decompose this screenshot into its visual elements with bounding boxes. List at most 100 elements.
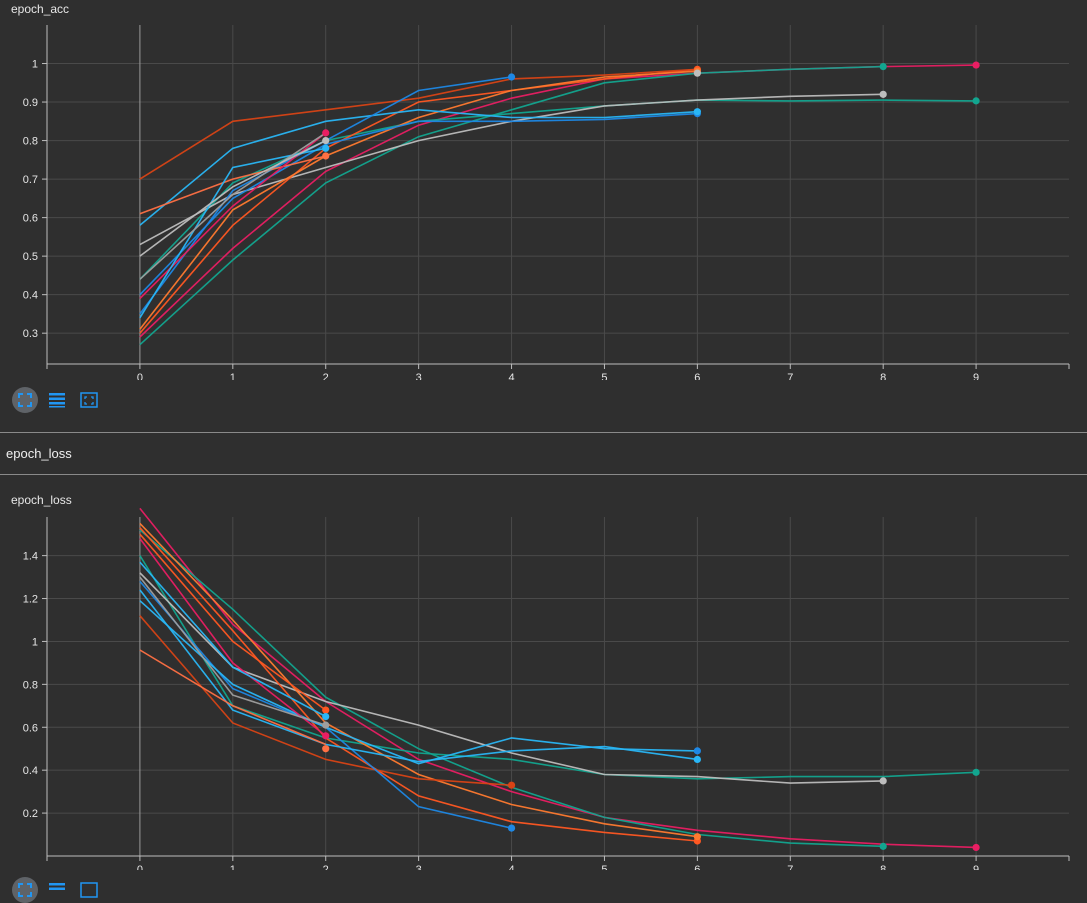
series-line-0 <box>139 507 977 849</box>
series-end-marker-2 <box>972 768 980 776</box>
series-line-7 <box>139 112 698 296</box>
series-line-10 <box>139 155 326 215</box>
x-tick-label: 5 <box>601 864 607 870</box>
x-tick-label: 3 <box>416 864 422 870</box>
y-tick-label: 0.6 <box>23 722 38 734</box>
x-tick-label: 8 <box>880 372 886 380</box>
series-end-marker-11 <box>322 136 330 145</box>
y-tick-label: 0.9 <box>23 97 38 109</box>
series-end-marker-0 <box>972 843 980 852</box>
x-tick-label: 9 <box>973 864 979 870</box>
series-line-13 <box>139 132 327 280</box>
x-tick-label: 0 <box>137 372 143 380</box>
series-end-marker-2 <box>972 97 980 105</box>
y-tick-label: 0.3 <box>23 328 38 340</box>
series-end-marker-0 <box>972 61 980 69</box>
series-end-marker-3 <box>879 777 887 785</box>
fullscreen-icon <box>80 392 98 408</box>
x-tick-label: 5 <box>601 372 607 380</box>
chart-title-acc: epoch_acc <box>11 2 70 16</box>
x-tick-label: 2 <box>323 864 329 870</box>
series-line-2 <box>139 555 977 780</box>
epoch-loss-chart: 0.2 0.4 0.6 0.8 1 1.2 1.4 0 1 2 3 4 5 6 7 8 9 <box>23 507 1070 870</box>
series-end-marker-1 <box>879 842 887 850</box>
series-line-12 <box>139 561 327 718</box>
series-line-6 <box>139 68 698 180</box>
x-tick-label: 3 <box>416 372 422 380</box>
series-end-marker-10 <box>322 129 330 137</box>
series-end-marker-6 <box>693 747 701 755</box>
series-end-marker-8 <box>507 781 516 789</box>
series-line-14 <box>139 533 327 711</box>
x-tick-label: 2 <box>323 372 329 380</box>
series-end-marker-13 <box>322 732 330 740</box>
series-line-12 <box>139 147 326 319</box>
series-end-marker-8 <box>693 108 701 116</box>
y-tick-label: 0.7 <box>23 174 38 186</box>
series-line-14 <box>139 139 327 257</box>
series-end-marker-3 <box>879 90 887 98</box>
x-tick-label: 4 <box>508 864 514 870</box>
y-tick-label: 1 <box>32 59 38 71</box>
x-tick-label: 9 <box>973 372 979 380</box>
divider-bottom <box>0 474 1087 475</box>
chart-toolbar-loss <box>12 877 102 903</box>
x-tick-label: 8 <box>880 864 886 870</box>
series-line-4 <box>139 527 698 842</box>
x-tick-label: 1 <box>230 864 236 870</box>
toggle-data-table-button-loss[interactable] <box>44 877 70 903</box>
fullscreen-button[interactable] <box>76 387 102 413</box>
section-header-loss[interactable]: epoch_loss <box>6 446 72 461</box>
series-end-marker-1 <box>879 63 887 71</box>
series-end-marker-5 <box>693 833 701 841</box>
series-line-10 <box>139 649 327 746</box>
y-tick-label: 0.6 <box>23 213 38 225</box>
fit-domain-button-loss[interactable] <box>12 877 38 903</box>
series-line-3 <box>139 572 884 784</box>
y-tick-label: 0.5 <box>23 251 38 263</box>
y-tick-label: 0.4 <box>23 290 38 302</box>
series-end-marker-7 <box>693 755 701 764</box>
series-end-marker-13 <box>322 152 330 160</box>
series-line-8 <box>139 108 698 226</box>
series-end-marker-14 <box>322 745 330 753</box>
fullscreen-button-loss[interactable] <box>76 877 102 903</box>
fullscreen-icon <box>80 882 98 898</box>
x-tick-label: 6 <box>694 372 700 380</box>
epoch-acc-chart: 0.3 0.4 0.5 0.6 0.7 0.8 0.9 1 0 1 2 3 4 5 6 7 8 9 <box>23 25 1070 380</box>
series-line-5 <box>139 522 698 838</box>
toggle-data-table-button[interactable] <box>44 387 70 413</box>
series-end-marker-9 <box>507 73 516 81</box>
x-tick-label: 1 <box>230 372 236 380</box>
x-tick-label: 6 <box>694 864 700 870</box>
data-table-icon <box>49 883 65 890</box>
y-tick-label: 0.4 <box>23 765 38 777</box>
data-table-icon <box>49 393 65 408</box>
chart-toolbar-acc <box>12 387 102 413</box>
fit-domain-icon <box>18 393 32 407</box>
series-line-9 <box>139 589 698 763</box>
chart-title-loss: epoch_loss <box>11 493 72 507</box>
x-tick-label: 4 <box>508 372 514 380</box>
series-line-5 <box>139 70 698 330</box>
fit-domain-button[interactable] <box>12 387 38 413</box>
series-line-0 <box>139 64 977 338</box>
series-end-marker-12 <box>322 721 330 729</box>
series-line-13 <box>139 576 326 726</box>
x-tick-label: 0 <box>137 864 143 870</box>
y-tick-label: 0.8 <box>23 136 38 148</box>
series-line-2 <box>139 99 977 280</box>
series-line-1 <box>139 65 884 346</box>
x-tick-label: 7 <box>787 372 793 380</box>
series-line-11 <box>139 538 327 737</box>
divider-top <box>0 432 1087 433</box>
series-line-4 <box>139 68 698 334</box>
y-tick-label: 0.2 <box>23 808 38 820</box>
y-tick-label: 1 <box>32 636 38 648</box>
y-tick-label: 1.2 <box>23 594 38 606</box>
series-end-marker-12 <box>322 144 330 152</box>
y-tick-label: 1.4 <box>23 551 38 563</box>
series-line-8 <box>139 600 698 765</box>
series-end-marker-11 <box>322 712 330 721</box>
series-end-marker-6 <box>693 69 701 77</box>
